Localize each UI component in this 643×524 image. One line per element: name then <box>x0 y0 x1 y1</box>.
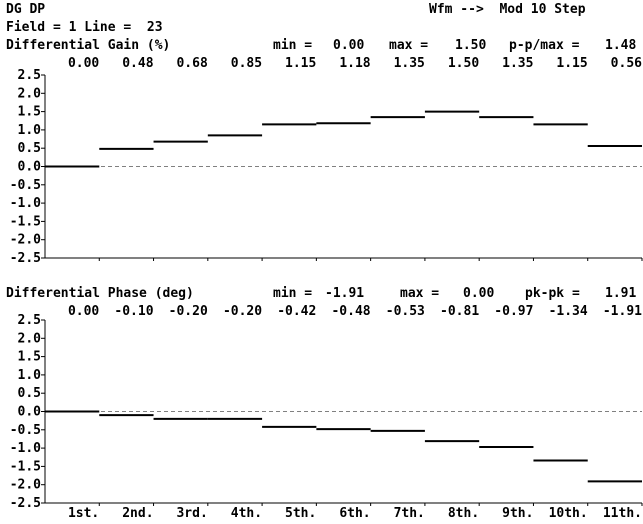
x-category-label-3: 3rd. <box>176 506 208 521</box>
dg-value-label-4: 0.85 <box>230 56 263 71</box>
dg-value-label-10: 1.15 <box>556 56 588 71</box>
x-axis-categories: 1st. 2nd. 3rd. 4th. 5th. 6th. 7th. 8th. 9th. 10th… <box>0 506 643 522</box>
x-category-label-7: 7th. <box>393 506 425 521</box>
dg-pp-value: 1.48 <box>605 38 637 53</box>
dg-y-tick-label: 0.0 <box>18 160 42 175</box>
dg-value-label-5: 1.15 <box>285 56 317 71</box>
dg-chart-title: Differential Gain (%) <box>6 38 171 53</box>
x-category-label-1: 1st. <box>67 506 100 521</box>
dg-value-label-1: 0.00 <box>67 56 100 71</box>
dp-y-tick-label: 1.5 <box>18 350 41 365</box>
field-line-label: Field = 1 Line = 23 <box>6 20 163 35</box>
dp-y-tick-label: -2.5 <box>10 496 41 511</box>
dg-min-label: min = <box>273 38 313 53</box>
dg-y-tick-label: 2.0 <box>18 86 42 101</box>
dp-y-tick-label: -1.0 <box>10 441 41 456</box>
dg-pp-label: p-p/max = <box>509 38 580 53</box>
dp-y-tick-label: -1.5 <box>10 459 41 474</box>
dp-chart-title: Differential Phase (deg) <box>6 286 194 301</box>
x-category-label-9: 9th. <box>502 506 534 521</box>
dp-y-tick-label: 2.0 <box>18 331 42 346</box>
dp-value-label-7: -0.53 <box>385 304 425 319</box>
dg-y-tick-label: -1.0 <box>10 196 41 211</box>
dp-value-label-6: -0.48 <box>331 304 371 319</box>
dp-plot: 2.5 2.0 1.5 1.0 0.5 0.0 -0.5 -1.0 -1.5 -2.0 -2.5 <box>10 313 643 511</box>
dp-value-label-10: -1.34 <box>548 304 588 319</box>
dp-value-label-4: -0.20 <box>222 304 263 319</box>
dg-value-label-9: 1.35 <box>502 56 534 71</box>
x-category-label-4: 4th. <box>230 506 263 521</box>
dp-value-label-1: 0.00 <box>67 304 100 319</box>
dp-value-label-5: -0.42 <box>277 304 317 319</box>
dg-y-tick-label: -2.0 <box>10 233 41 248</box>
dg-y-tick-label: 2.5 <box>18 68 41 83</box>
dg-y-tick-label: 1.0 <box>18 123 42 138</box>
dg-value-label-8: 1.50 <box>447 56 480 71</box>
dp-value-label-3: -0.20 <box>168 304 208 319</box>
x-category-label-5: 5th. <box>285 506 317 521</box>
dp-value-labels: 0.00 -0.10 -0.20 -0.20 -0.42 -0.48 -0.53 -0.81-… <box>0 304 643 320</box>
dp-y-tick-label: 1.0 <box>18 368 42 383</box>
dp-max-label: max = <box>400 286 440 301</box>
dp-y-tick-label: 0.5 <box>18 386 41 401</box>
dg-plot: 2.5 2.0 1.5 1.0 0.5 0.0 -0.5 -1.0 -1.5 -2.0 -2.5 <box>10 68 643 266</box>
dp-value-label-9: -0.97 <box>494 304 534 319</box>
dp-y-tick-label: -0.5 <box>10 423 41 438</box>
dg-min-value: 0.00 <box>333 38 365 53</box>
dp-y-tick-label: 2.5 <box>18 313 41 328</box>
dg-y-tick-label: -2.5 <box>10 251 41 266</box>
dg-value-labels: 0.00 0.48 0.68 0.85 1.15 1.18 1.35 1.50 1.35 1.15… <box>0 56 643 72</box>
x-category-label-11: 11th. <box>602 506 642 521</box>
x-category-label-2: 2nd. <box>122 506 154 521</box>
dg-y-tick-label: 1.5 <box>18 105 41 120</box>
dp-y-tick-label: 0.0 <box>18 405 42 420</box>
dg-y-tick-label: 0.5 <box>18 141 41 156</box>
window-title: DG DP <box>6 2 46 17</box>
dp-y-tick-label: -2.0 <box>10 478 41 493</box>
dp-pkpk-label: pk-pk = <box>525 286 580 301</box>
dg-value-label-11: 0.56 <box>610 56 642 71</box>
dg-max-value: 1.50 <box>455 38 487 53</box>
dg-value-label-7: 1.35 <box>393 56 425 71</box>
dp-min-label: min = <box>273 286 313 301</box>
dg-value-label-6: 1.18 <box>339 56 371 71</box>
dg-max-label: max = <box>389 38 429 53</box>
dg-value-label-2: 0.48 <box>122 56 154 71</box>
dp-value-label-8: -0.81 <box>440 304 480 319</box>
dg-value-label-3: 0.68 <box>176 56 208 71</box>
x-category-label-6: 6th. <box>339 506 371 521</box>
dp-max-value: 0.00 <box>463 286 495 301</box>
dp-pkpk-value: 1.91 <box>605 286 637 301</box>
waveform-label: Wfm --> Mod 10 Step <box>429 2 586 17</box>
x-category-label-10: 10th. <box>548 506 588 521</box>
dp-min-value: -1.91 <box>325 286 365 301</box>
dg-y-tick-label: -0.5 <box>10 178 41 193</box>
dg-y-tick-label: -1.5 <box>10 214 41 229</box>
x-category-label-8: 8th. <box>447 506 480 521</box>
dp-value-label-11: -1.91 <box>602 304 642 319</box>
dp-value-label-2: -0.10 <box>114 304 154 319</box>
